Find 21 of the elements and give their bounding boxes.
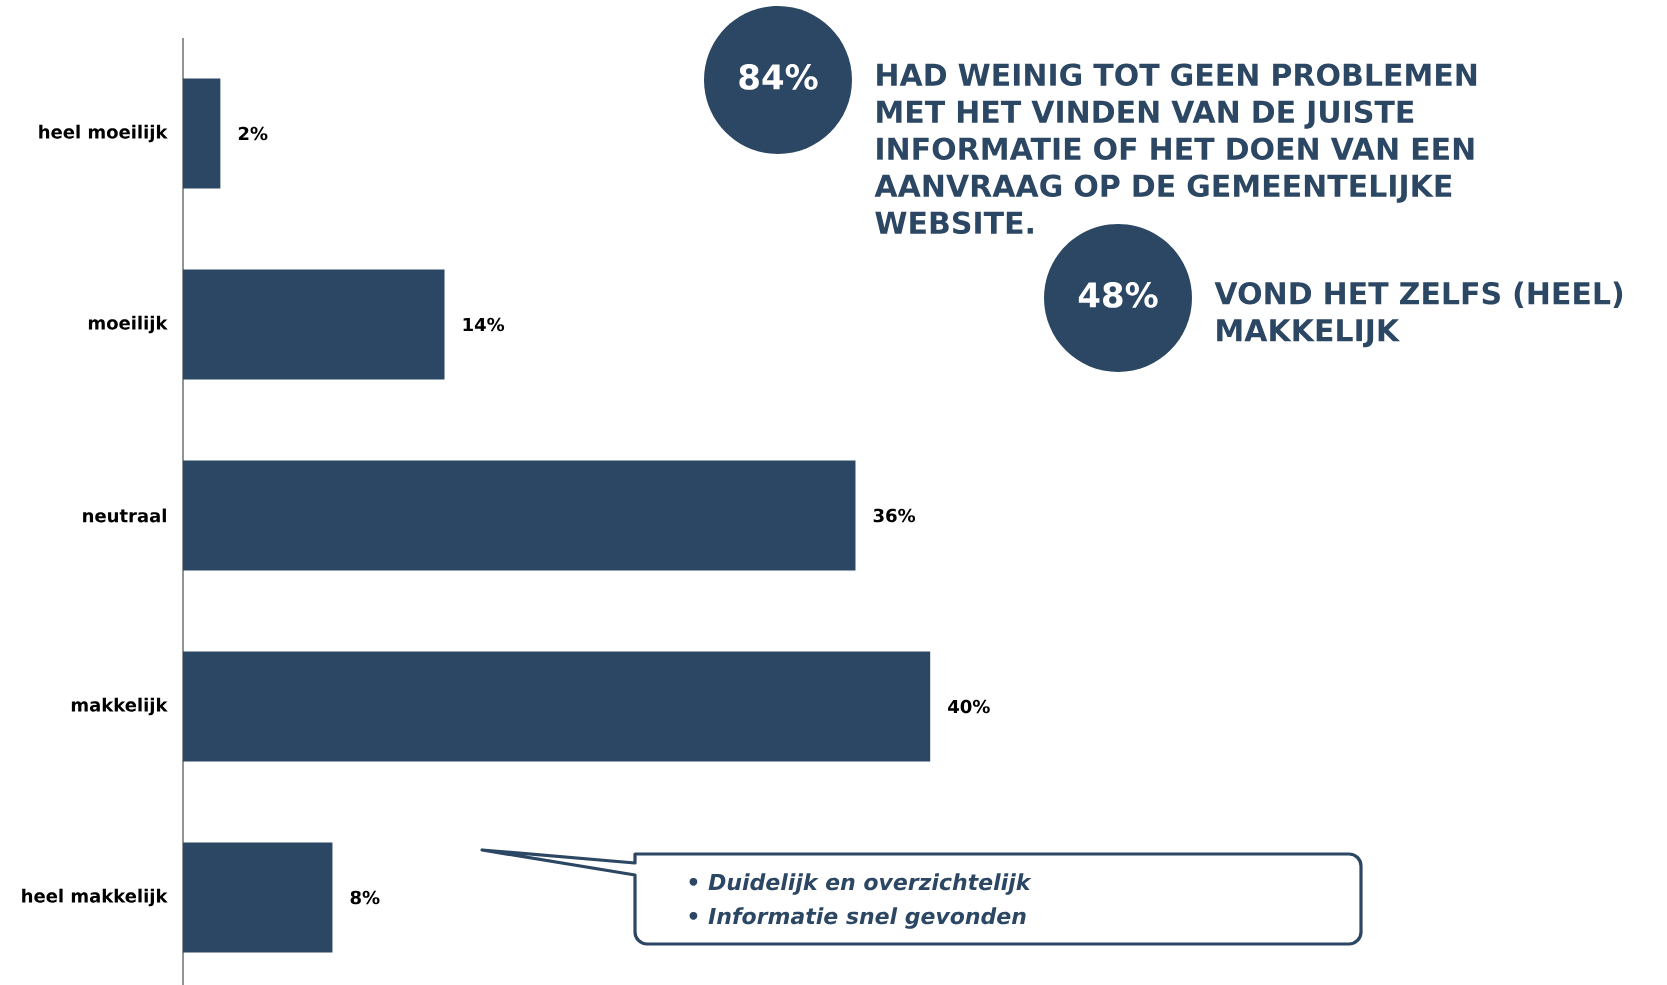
data-label: 14% <box>463 317 505 332</box>
bar <box>183 78 221 189</box>
annotation: 84% <box>739 64 818 90</box>
text: VOND HET ZELFS (HEEL) MAKKELIJK <box>1214 281 1623 348</box>
annotation: • Informatie snel gevonden <box>689 907 1026 929</box>
bar <box>183 460 856 571</box>
y-tick-label: heel moeilijk <box>39 124 168 143</box>
y-tick-label: neutraal <box>83 508 166 523</box>
data-label: 36% <box>873 508 916 523</box>
annotation: HAD WEINIG TOT GEEN PROBLEMEN MET HET VINDEN VAN DE JUISTE INFORMATIE OF HET DOEN VAN EEN AANVRAAG OP DE GEMEENTELIJKE WEBSITE. <box>874 63 1477 235</box>
bar <box>183 651 931 762</box>
bar <box>183 842 333 953</box>
data-label: 2% <box>238 126 268 141</box>
annotation: • Duidelijk en overzichtelijk <box>689 873 1032 895</box>
data-label: 8% <box>350 890 380 905</box>
y-tick-label: makkelijk <box>71 697 168 716</box>
bar <box>183 269 445 380</box>
y-tick-label: moeilijk <box>88 315 168 334</box>
data-label: 40% <box>948 699 990 714</box>
text: 48% <box>1078 282 1158 308</box>
y-tick-label: heel makkelijk <box>22 888 168 907</box>
